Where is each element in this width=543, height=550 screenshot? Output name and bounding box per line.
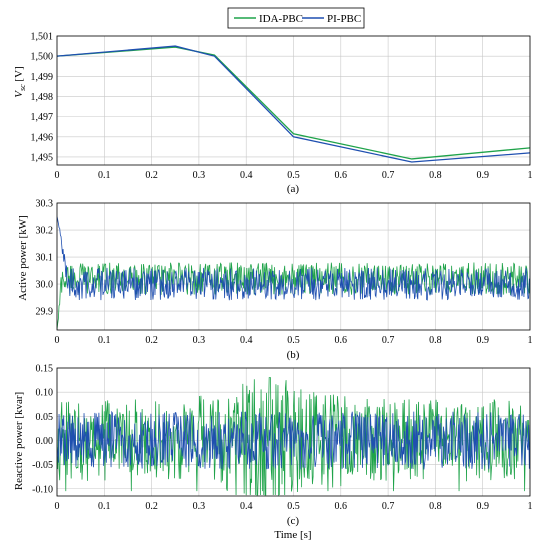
x-tick-label: 0.1 (98, 170, 111, 181)
x-tick-label: 0.4 (240, 170, 253, 181)
y-tick-label: 1,498 (31, 92, 54, 103)
y-tick-label: 1,499 (31, 72, 54, 83)
x-tick-label: 0.4 (240, 501, 253, 512)
y-tick-label: -0.05 (32, 460, 53, 471)
x-tick-label: 0.7 (382, 335, 395, 346)
x-tick-label: 0.1 (98, 501, 111, 512)
x-tick-label: 0 (55, 170, 60, 181)
y-tick-label: 1,495 (31, 152, 54, 163)
y-tick-label: 0.00 (36, 436, 54, 447)
x-tick-label: 1 (528, 501, 533, 512)
legend: IDA-PBC PI-PBC (227, 7, 365, 29)
x-tick-label: 0.9 (476, 170, 489, 181)
x-tick-label: 0.1 (98, 335, 111, 346)
x-tick-label: 0.3 (193, 335, 206, 346)
x-tick-label: 0.2 (145, 170, 158, 181)
panel-caption-b: (b) (287, 349, 300, 361)
y-tick-label: -0.10 (32, 484, 53, 495)
x-tick-label: 0.3 (193, 170, 206, 181)
panel-caption-a: (a) (287, 183, 300, 195)
plot-frame (56, 35, 531, 166)
y-tick-label: 1,497 (31, 112, 54, 123)
panel-vsc: Vsc [V] (a) 0 0.1 0.2 0.3 0.4 0.5 0.6 0.7 0.8 0.9… (13, 32, 533, 196)
y-tick-label: 1,500 (31, 52, 54, 63)
series-line-ida-pbc (57, 46, 530, 160)
plot-frame (56, 202, 531, 331)
x-tick-label: 0.6 (335, 170, 348, 181)
x-tick-label: 0.9 (476, 501, 489, 512)
y-tick-label: 30.0 (36, 280, 54, 291)
x-tick-label: 0.3 (193, 501, 206, 512)
legend-box (227, 7, 365, 29)
plot-frame (56, 367, 531, 497)
y-axis-label-reactive-power: Reactive power [kvar] (13, 392, 25, 490)
series-line-pi-pbc (57, 45, 530, 163)
series-line-pi-pbc (57, 216, 530, 301)
x-tick-label: 0.9 (476, 335, 489, 346)
x-tick-label: 0.8 (429, 335, 442, 346)
y-tick-label: 30.2 (36, 226, 54, 237)
panel-reactive-power: Reactive power [kvar] (c) Time [s] 0 0.1 0… (13, 364, 533, 542)
x-tick-label: 0.5 (287, 501, 300, 512)
x-tick-label: 0.2 (145, 501, 158, 512)
x-tick-label: 1 (528, 170, 533, 181)
legend-label-ida-pbc: IDA-PBC (259, 13, 303, 25)
x-axis-label-time: Time [s] (274, 529, 311, 541)
x-tick-label: 0.6 (335, 501, 348, 512)
x-tick-label: 1 (528, 335, 533, 346)
y-tick-label: 30.1 (36, 253, 54, 264)
x-tick-label: 0.5 (287, 335, 300, 346)
x-tick-label: 0.2 (145, 335, 158, 346)
panel-active-power: Active power [kW] (b) 0 0.1 0.2 0.3 0.4 0.5 0.… (17, 199, 533, 362)
x-tick-label: 0.8 (429, 170, 442, 181)
x-tick-label: 0.6 (335, 335, 348, 346)
y-tick-label: 1,496 (31, 132, 54, 143)
y-tick-label: 1,501 (31, 32, 54, 43)
y-tick-label: 0.10 (36, 388, 54, 399)
y-tick-label: 29.9 (36, 307, 54, 318)
x-tick-label: 0.5 (287, 170, 300, 181)
x-tick-label: 0 (55, 501, 60, 512)
legend-label-pi-pbc: PI-PBC (327, 13, 361, 25)
x-tick-label: 0 (55, 335, 60, 346)
x-tick-label: 0.4 (240, 335, 253, 346)
y-axis-label-vsc: Vsc [V] (13, 66, 27, 97)
series-line-pi-pbc (57, 410, 530, 470)
y-axis-label-active-power: Active power [kW] (17, 215, 29, 301)
x-tick-label: 0.7 (382, 170, 395, 181)
x-tick-label: 0.8 (429, 501, 442, 512)
y-tick-label: 30.3 (36, 199, 54, 210)
y-tick-label: 0.15 (36, 364, 54, 375)
x-tick-label: 0.7 (382, 501, 395, 512)
y-tick-label: 0.05 (36, 412, 54, 423)
panel-caption-c: (c) (287, 515, 300, 527)
